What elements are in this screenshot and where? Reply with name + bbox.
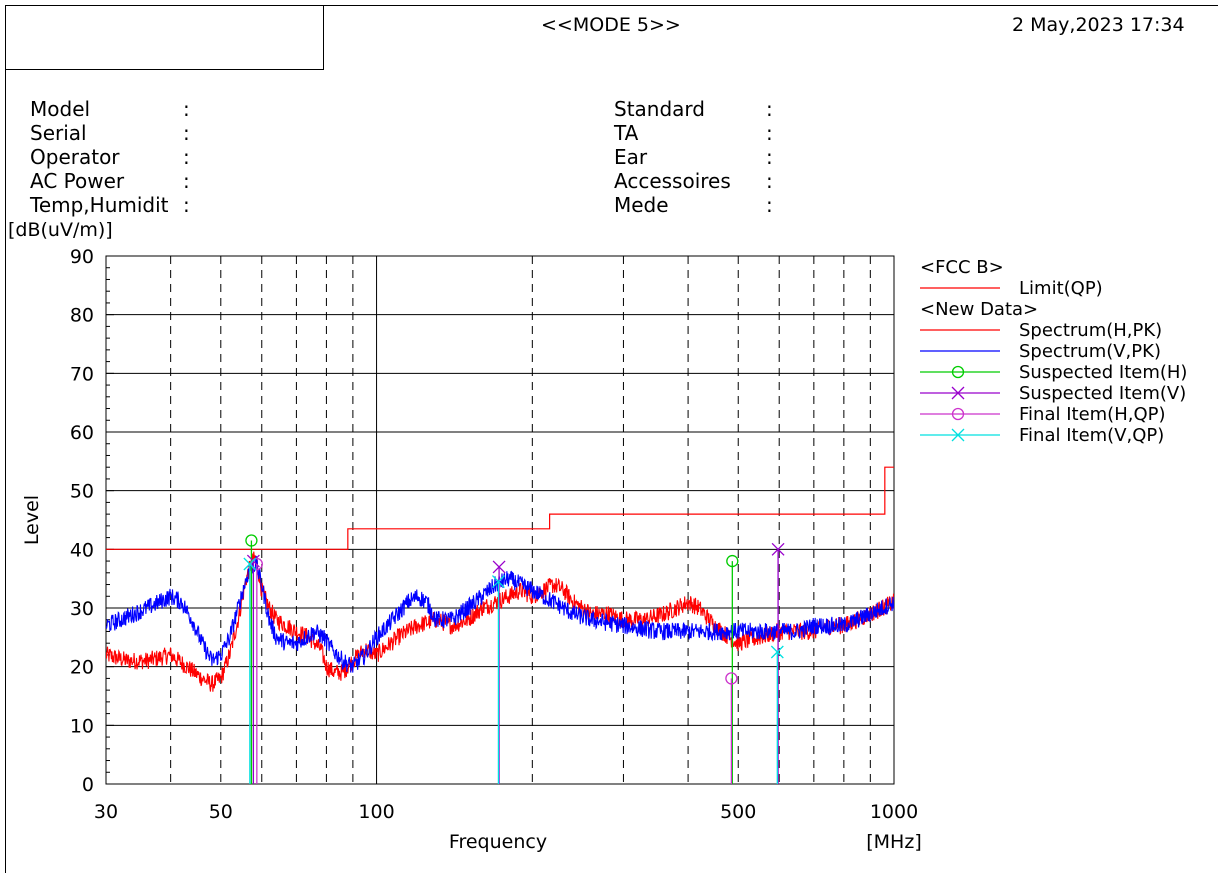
legend-marker-circle xyxy=(951,365,965,379)
info-colon: : xyxy=(766,169,773,193)
info-colon: : xyxy=(183,193,190,217)
legend-header: <New Data> xyxy=(920,299,1038,320)
legend-label: Final Item(H,QP) xyxy=(1019,404,1166,425)
title-box xyxy=(5,5,324,70)
info-colon: : xyxy=(183,145,190,169)
marker-x xyxy=(491,575,505,589)
info-label: Standard xyxy=(614,97,705,121)
y-tick-label: 80 xyxy=(70,305,94,327)
marker-circle xyxy=(725,672,738,685)
info-label: Model xyxy=(30,97,91,121)
legend-header: <FCC B> xyxy=(920,257,1004,278)
info-label: Operator xyxy=(30,145,120,169)
marker-x xyxy=(243,557,257,571)
info-label: Serial xyxy=(30,121,87,145)
y-unit-label: [dB(uV/m)] xyxy=(8,219,113,241)
x-axis-label: Frequency xyxy=(449,831,547,853)
info-label: Accessoires xyxy=(614,169,731,193)
info-label: TA xyxy=(614,121,639,145)
info-colon: : xyxy=(766,145,773,169)
limit-line xyxy=(106,466,894,550)
x-tick-label: 1000 xyxy=(870,801,918,823)
legend-label: Final Item(V,QP) xyxy=(1019,425,1164,446)
info-colon: : xyxy=(766,121,773,145)
y-tick-label: 50 xyxy=(70,481,94,503)
info-colon: : xyxy=(183,169,190,193)
info-colon: : xyxy=(183,97,190,121)
spectrum-trace xyxy=(106,555,894,673)
mode-label: <<MODE 5>> xyxy=(541,14,681,36)
legend-marker-circle xyxy=(951,407,965,421)
plot-frame xyxy=(105,255,895,785)
legend-label: Suspected Item(V) xyxy=(1019,383,1186,404)
legend-marker-x xyxy=(951,428,965,442)
legend-marker-x xyxy=(951,386,965,400)
marker-x xyxy=(771,542,785,556)
y-tick-label: 70 xyxy=(70,363,94,385)
spectrum-trace xyxy=(106,551,894,692)
y-tick-label: 30 xyxy=(70,598,94,620)
legend-label: Spectrum(V,PK) xyxy=(1019,341,1161,362)
y-tick-label: 90 xyxy=(70,246,94,268)
x-unit-label: [MHz] xyxy=(866,831,921,853)
legend-label: Limit(QP) xyxy=(1019,278,1103,299)
marker-x xyxy=(770,645,784,659)
y-tick-label: 20 xyxy=(70,657,94,679)
marker-circle xyxy=(726,554,739,568)
marker-circle xyxy=(245,534,258,547)
y-axis-label: Level xyxy=(21,495,43,545)
info-label: Temp,Humidit xyxy=(30,193,169,217)
datetime-label: 2 May,2023 17:34 xyxy=(1012,14,1185,36)
y-tick-label: 10 xyxy=(70,715,94,737)
info-label: Ear xyxy=(614,145,648,169)
legend-label: Suspected Item(H) xyxy=(1019,362,1187,383)
x-tick-label: 100 xyxy=(358,801,394,823)
y-tick-label: 40 xyxy=(70,539,94,561)
info-label: AC Power xyxy=(30,169,125,193)
y-tick-label: 0 xyxy=(82,774,94,796)
info-colon: : xyxy=(766,193,773,217)
x-tick-label: 500 xyxy=(720,801,756,823)
y-tick-label: 60 xyxy=(70,422,94,444)
legend-label: Spectrum(H,PK) xyxy=(1019,320,1162,341)
marker-circle xyxy=(250,557,263,571)
x-tick-label: 50 xyxy=(209,801,233,823)
info-colon: : xyxy=(183,121,190,145)
info-label: Mede xyxy=(614,193,669,217)
outer-frame-top xyxy=(5,5,1218,6)
info-colon: : xyxy=(766,97,773,121)
outer-frame-left xyxy=(5,5,6,873)
x-tick-label: 30 xyxy=(94,801,118,823)
marker-x xyxy=(492,560,506,574)
